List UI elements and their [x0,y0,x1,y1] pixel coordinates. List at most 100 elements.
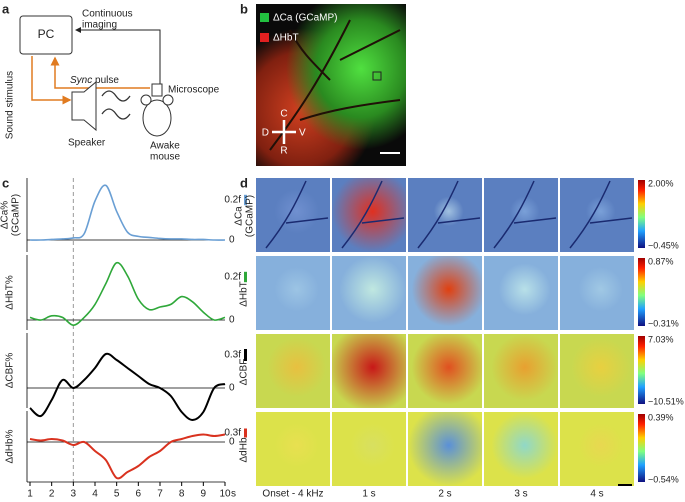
panel-label: b [240,1,248,16]
ca-overlay [256,4,406,166]
colorbar-max: 2.00% [648,178,674,188]
x-tick-label: 5 [114,489,120,500]
trace-label: (GCaMP) [11,194,22,236]
scale-label: 0.3f [224,428,241,439]
mouse-label: mouse [150,152,180,163]
scale-label: 0.2f [224,195,241,206]
map-image [408,412,482,486]
row-label: ΔCa [234,206,245,226]
sound-waves [101,90,131,120]
map-image [408,256,482,330]
map-image [408,178,482,252]
roi-box [372,71,382,81]
x-tick-label: 4 [92,489,98,500]
sound-label: Sound stimulus [5,71,16,139]
colorbar [638,336,645,404]
trace [29,433,226,480]
pc-label: PC [38,27,55,41]
imaging-label: imaging [82,20,117,31]
map-image [256,412,330,486]
sync-label: Sync pulse [70,75,119,86]
sync-arrow [50,56,150,89]
zero-label: 0 [229,315,235,326]
colorbar-min: −0.45% [648,240,679,250]
map-image [560,334,634,408]
mouse-label: Awake [150,141,180,152]
map-image [484,412,558,486]
compass [272,120,296,144]
legend-label: ΔHbT [273,33,299,44]
x-tick-label: 8 [179,489,185,500]
row-label: ΔHbT [239,281,250,307]
map-image [560,178,634,252]
legend-swatch [260,33,269,42]
trace-label: ΔHbT% [5,275,16,310]
map-image [256,334,330,408]
zero-label: 0 [229,437,235,448]
x-tick-label: 6 [136,489,142,500]
scale-bar [380,152,400,154]
trace-label: ΔCBF% [5,353,16,389]
map-image [560,256,634,330]
map-image [484,334,558,408]
map-image [332,256,406,330]
scale-bar [244,428,247,438]
speaker-icon [71,80,97,132]
microscope-icon [151,83,163,97]
colorbar-max: 0.39% [648,412,674,422]
row-label: ΔdHb [239,437,250,462]
colorbar [638,258,645,326]
mouse-ear [162,94,174,106]
mouse-body [142,99,172,137]
map-image [332,178,406,252]
panel-label: a [2,1,10,16]
x-tick-label: 2 [49,489,55,500]
map-image [484,178,558,252]
colorbar-min: −0.54% [648,474,679,484]
row-label: (GCaMP) [245,195,256,237]
scale-bar [244,271,247,283]
map-image [560,412,634,486]
vessels [417,180,481,249]
scale-bar [244,349,247,361]
imaging-arrow [75,27,161,95]
microscope-label: Microscope [168,85,220,96]
scale-label: 0.2f [224,272,241,283]
x-tick-label: 10 [219,489,231,500]
compass-label: R [280,146,287,157]
colorbar-min: −0.31% [648,318,679,328]
x-tick-label: 7 [157,489,163,500]
colorbar-min: −10.51% [648,396,684,406]
panel-label: d [240,175,248,190]
column-label: 1 s [362,489,375,500]
pc-box [19,15,73,55]
mouse-ear [140,94,152,106]
panel-label: c [2,175,9,190]
trace [29,352,226,422]
pulse-word: pulse [92,75,119,86]
x-tick-label: 9 [201,489,207,500]
map-image [332,412,406,486]
column-label: Onset - 4 kHz [262,489,323,500]
legend-swatch [260,13,269,22]
image-panel [256,4,406,166]
compass-label: V [299,128,306,139]
setup-panel: PC Continuous imaging Sound stimulus Syn… [5,9,220,163]
x-tick-label: 3 [71,489,77,500]
row-label: ΔCBF [239,359,250,386]
x-unit: s [231,489,236,500]
vessels [341,180,405,249]
colorbar [638,414,645,482]
sync-word: Sync [70,75,92,86]
vessels [493,180,557,249]
zero-label: 0 [229,383,235,394]
trace-label: ΔCa% [0,201,11,229]
scale-bar [618,484,632,486]
map-image [484,256,558,330]
trace [29,261,226,327]
trace-label: ΔdHb% [5,429,16,463]
trace [29,184,226,241]
column-label: 2 s [438,489,451,500]
map-image [408,334,482,408]
